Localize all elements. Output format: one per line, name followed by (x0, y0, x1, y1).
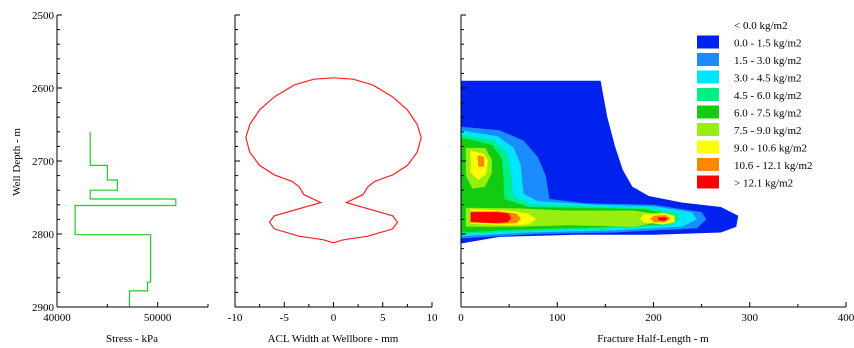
fracture-x-tick-label: 0 (458, 312, 464, 324)
fracture-x-tick-label: 300 (742, 312, 759, 324)
legend-label: 9.0 - 10.6 kg/m2 (734, 143, 807, 155)
stress-x-tick-label: 40000 (43, 312, 71, 324)
acl-width-x-tick-label: -5 (280, 312, 290, 324)
y-tick-label: 2500 (32, 10, 55, 22)
legend-label: 0.0 - 1.5 kg/m2 (734, 38, 802, 50)
stress-profile-line (74, 131, 177, 307)
legend-label: 1.5 - 3.0 kg/m2 (734, 55, 802, 67)
fracture-x-tick-label: 400 (838, 312, 854, 324)
acl-width-x-tick-label: 10 (427, 312, 439, 324)
acl-width-x-tick-label: 5 (380, 312, 386, 324)
legend: < 0.0 kg/m2 0.0 - 1.5 kg/m2 1.5 - 3.0 kg/m… (697, 20, 813, 190)
legend-swatch (697, 123, 719, 136)
legend-label: 4.5 - 6.0 kg/m2 (734, 90, 802, 102)
stress-x-tick-label: 50000 (144, 312, 172, 324)
acl-width-x-tick-label: -10 (228, 312, 243, 324)
stress-x-axis-label: Stress - kPa (106, 333, 158, 345)
legend-swatch (697, 158, 719, 171)
legend-swatch (697, 53, 719, 66)
fracture-x-tick-label: 100 (549, 312, 566, 324)
legend-swatch (697, 175, 719, 189)
acl-width-x-axis-label: ACL Width at Wellbore - mm (268, 333, 399, 345)
y-tick-label: 2600 (32, 83, 55, 95)
legend-swatch (697, 70, 719, 84)
legend-label: > 12.1 kg/m2 (734, 178, 793, 190)
contour-region-level-8 (477, 155, 485, 167)
acl-width-x-tick-label: 0 (331, 312, 337, 324)
concentration-panel: 0 100 200 300 400 Fracture Half-Length - m (458, 14, 854, 345)
legend-label: 10.6 - 12.1 kg/m2 (734, 160, 813, 172)
legend-label: < 0.0 kg/m2 (734, 20, 788, 32)
fracture-x-tick-label: 200 (645, 312, 662, 324)
legend-swatch (697, 35, 719, 49)
y-tick-label: 2800 (32, 229, 55, 241)
contour-region-level-9 (658, 217, 668, 221)
fracture-x-axis-label: Fracture Half-Length - m (597, 333, 709, 345)
legend-label: 7.5 - 9.0 kg/m2 (734, 125, 802, 137)
contour-region-level-9 (470, 212, 512, 224)
y-axis-label: Well Depth - m (11, 128, 23, 196)
y-tick-label: 2900 (32, 302, 55, 314)
y-tick-label: 2700 (32, 156, 55, 168)
acl-width-profile-line (245, 77, 422, 244)
legend-label: 6.0 - 7.5 kg/m2 (734, 108, 802, 120)
legend-swatch (697, 88, 719, 101)
legend-swatch (697, 105, 719, 119)
legend-swatch (697, 140, 719, 154)
acl-width-panel: -10 -5 0 5 10 ACL Width at Wellbore - mm (228, 14, 439, 345)
legend-label: 3.0 - 4.5 kg/m2 (734, 73, 802, 85)
